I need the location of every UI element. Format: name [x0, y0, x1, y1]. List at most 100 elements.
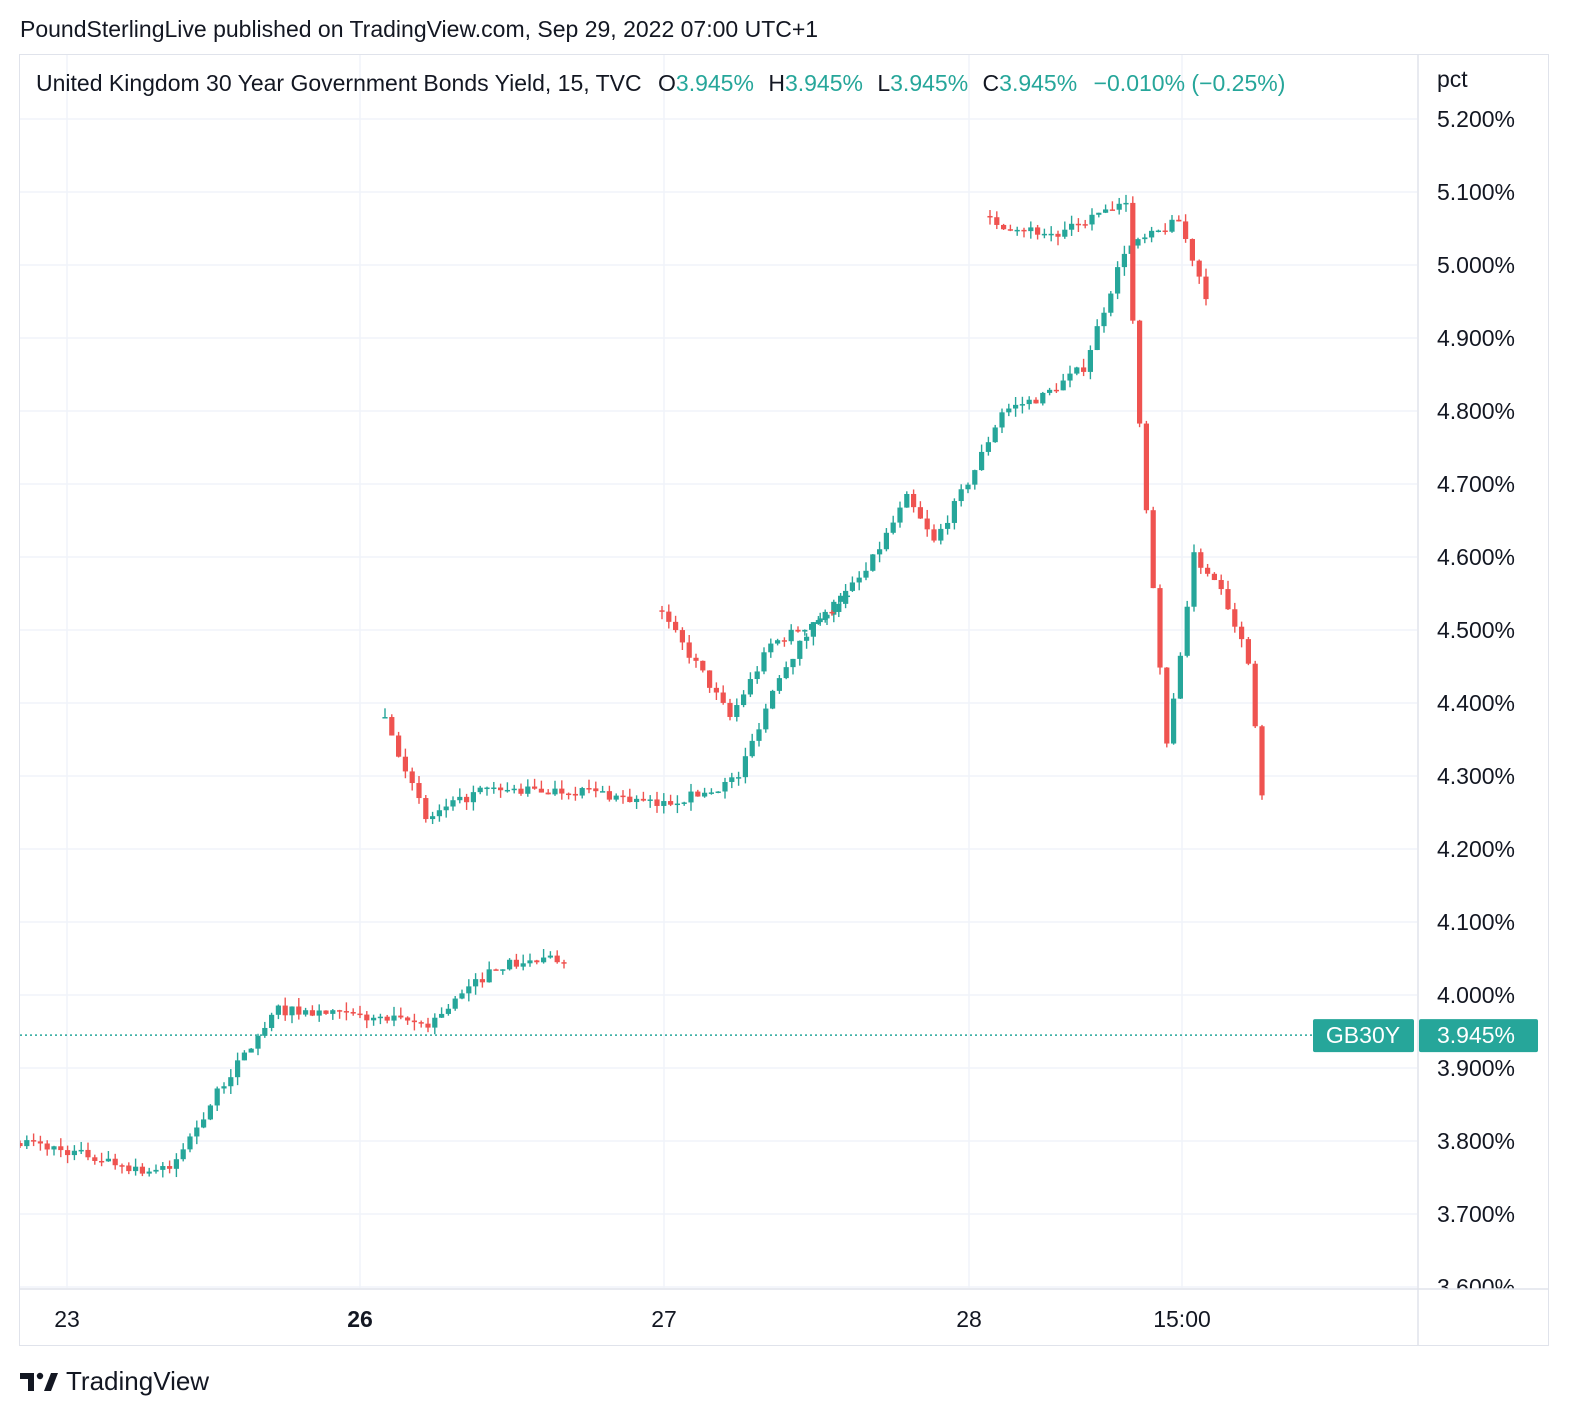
candle [534, 959, 540, 965]
candle [1033, 397, 1039, 404]
legend-instrument: United Kingdom 30 Year Government Bonds … [36, 70, 642, 96]
price-scale-unit: pct [1437, 66, 1468, 92]
candle [443, 798, 449, 818]
candle [831, 599, 837, 623]
candle [883, 528, 889, 552]
axis-layer: 5.200% 5.100% 5.000% 4.900% 4.800% 4.700% 4.60… [20, 55, 1548, 1345]
candle [371, 1014, 377, 1026]
candle [552, 780, 558, 796]
legend-open-value: 3.945% [675, 70, 754, 96]
candle [1239, 621, 1245, 648]
candle [775, 638, 781, 646]
candle [965, 482, 971, 494]
y-tick-label: 4.700% [1437, 471, 1515, 497]
candle [1205, 563, 1211, 577]
candle [470, 785, 476, 811]
candle [409, 767, 415, 791]
candle [742, 747, 748, 784]
candle [78, 1141, 84, 1155]
candle [666, 604, 672, 629]
candle [432, 1013, 438, 1035]
candle [194, 1120, 200, 1145]
candle [1184, 600, 1190, 658]
candle [822, 609, 828, 623]
candle [1069, 215, 1075, 236]
candle [1101, 307, 1107, 333]
candle [511, 784, 517, 794]
candle [538, 780, 544, 793]
candle [296, 998, 302, 1020]
candle [1211, 572, 1217, 581]
candle [951, 498, 957, 530]
candle [527, 953, 533, 967]
tradingview-brand[interactable]: TradingView [20, 1366, 209, 1397]
candle [343, 1002, 349, 1021]
candle [466, 979, 472, 1002]
candle [1232, 602, 1238, 633]
candle [207, 1104, 213, 1121]
candle [1021, 227, 1027, 238]
chart-frame [19, 54, 1549, 1346]
candle [809, 623, 815, 636]
candle [1135, 237, 1141, 249]
y-tick-label: 4.000% [1437, 982, 1515, 1008]
candle [316, 1004, 322, 1022]
candle [1155, 229, 1161, 233]
candle [507, 958, 513, 971]
candle [384, 1014, 390, 1024]
y-tick-label: 5.200% [1437, 106, 1515, 132]
candle [491, 781, 497, 794]
candle [756, 722, 762, 747]
candle [843, 584, 849, 609]
candle [561, 959, 567, 969]
candle [863, 562, 869, 581]
candle [788, 624, 794, 645]
candle [457, 788, 463, 804]
candle [1082, 219, 1088, 229]
candle [586, 779, 592, 794]
legend-open-label: O [658, 70, 676, 96]
candle [1094, 319, 1100, 351]
candle [337, 1009, 343, 1019]
candle [713, 682, 719, 700]
candle [396, 731, 402, 758]
candle [829, 610, 835, 616]
candle [479, 972, 485, 988]
candle [255, 1033, 261, 1056]
candle [452, 996, 458, 1011]
candle [802, 629, 808, 636]
candle [1116, 197, 1122, 215]
candle [464, 793, 470, 810]
candle [674, 795, 680, 814]
candle [1225, 580, 1231, 610]
legend-close-value: 3.945% [999, 70, 1078, 96]
candle [500, 969, 506, 975]
y-axis-mask [1420, 1289, 1548, 1345]
candle [423, 794, 429, 823]
candle [1075, 218, 1081, 232]
candle [139, 1163, 145, 1177]
candle [985, 436, 991, 456]
candle [559, 780, 565, 800]
candle [715, 791, 721, 794]
candle [1164, 667, 1170, 748]
candle [269, 1012, 275, 1032]
candle [20, 1140, 23, 1148]
candle [804, 633, 810, 649]
candle [262, 1021, 268, 1038]
candle [282, 997, 288, 1021]
candle [105, 1151, 111, 1162]
candle [493, 968, 499, 971]
candle [554, 950, 560, 964]
candle [1142, 233, 1148, 244]
candle [418, 1020, 424, 1028]
y-tick-label: 4.200% [1437, 836, 1515, 862]
candle [391, 1006, 397, 1027]
candle [627, 788, 633, 803]
candle [1006, 403, 1012, 417]
candle [459, 989, 465, 1000]
candle [439, 1007, 445, 1018]
candle [402, 748, 408, 779]
candle [1245, 636, 1251, 666]
